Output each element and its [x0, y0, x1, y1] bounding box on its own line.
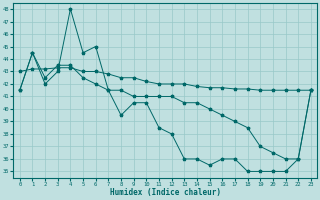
X-axis label: Humidex (Indice chaleur): Humidex (Indice chaleur) — [110, 188, 221, 197]
